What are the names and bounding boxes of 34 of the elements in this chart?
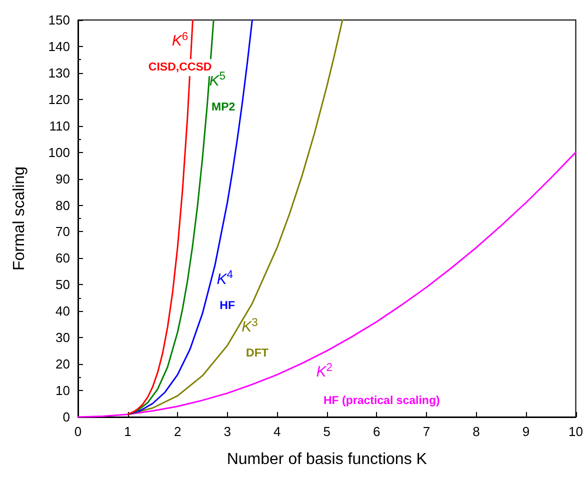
annotation: DFT <box>246 347 268 360</box>
annotation: HF <box>220 300 236 312</box>
x-tick-label: 7 <box>422 424 430 439</box>
y-tick-label: 20 <box>56 356 70 372</box>
y-tick-label: 120 <box>48 92 70 107</box>
y-tick-label: 60 <box>56 250 70 266</box>
x-tick-label: 10 <box>568 424 584 439</box>
y-tick-label: 0 <box>62 410 70 424</box>
y-tick-label: 110 <box>49 118 70 134</box>
y-tick-label: 10 <box>56 383 70 398</box>
y-tick-label: 30 <box>56 330 70 346</box>
annotation: CISD,CCSD <box>148 62 212 74</box>
x-tick-label: 5 <box>323 424 330 439</box>
y-tick-label: 80 <box>56 198 70 213</box>
x-tick-label: 1 <box>124 424 132 439</box>
x-tick-label: 3 <box>224 424 231 439</box>
y-tick-label: 40 <box>56 304 70 319</box>
y-tick-label: 150 <box>48 12 70 28</box>
x-tick-label: 4 <box>273 424 281 439</box>
x-tick-label: 0 <box>74 424 82 439</box>
x-tick-label: 9 <box>522 424 530 439</box>
x-tick-label: 2 <box>174 424 182 439</box>
annotation: HF (practical scaling) <box>323 395 440 408</box>
y-tick-label: 90 <box>56 171 70 186</box>
y-axis-title: Formal scaling <box>11 166 28 271</box>
annotation: MP2 <box>212 101 236 114</box>
y-tick-label: 130 <box>48 65 70 80</box>
x-tick-label: 8 <box>472 424 480 439</box>
y-tick-label: 70 <box>56 224 70 240</box>
y-tick-label: 140 <box>48 38 70 54</box>
x-tick-label: 6 <box>373 424 380 439</box>
x-axis-title: Number of basis functions K <box>226 450 428 468</box>
y-tick-label: 50 <box>56 277 70 292</box>
y-tick-label: 100 <box>48 144 70 160</box>
